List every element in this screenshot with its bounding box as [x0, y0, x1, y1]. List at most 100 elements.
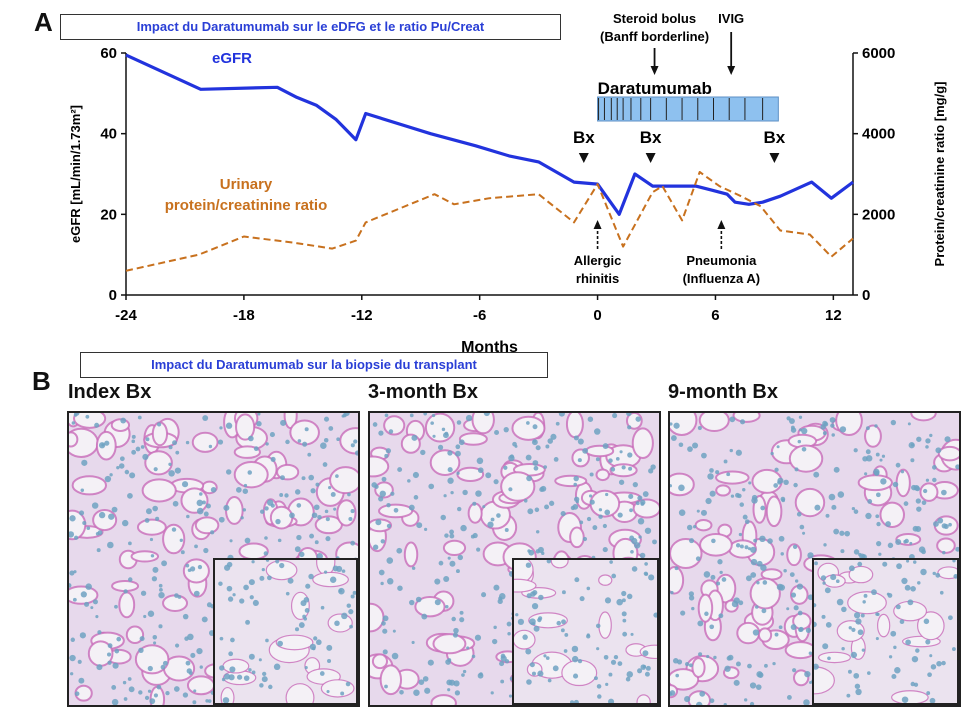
- nucleus: [526, 593, 532, 599]
- nucleus: [865, 426, 870, 431]
- nucleus: [527, 508, 534, 515]
- nucleus: [193, 590, 200, 597]
- nucleus: [320, 442, 327, 449]
- nucleus: [881, 454, 886, 458]
- nucleus: [248, 653, 255, 660]
- capillary-loop: [514, 578, 537, 593]
- capillary-loop: [92, 508, 118, 532]
- nucleus: [392, 629, 396, 633]
- nucleus: [910, 443, 915, 447]
- nucleus: [602, 443, 609, 449]
- nucleus: [114, 604, 118, 609]
- event-arrowhead: [727, 66, 736, 75]
- nucleus: [822, 431, 827, 436]
- nucleus: [579, 596, 585, 602]
- nucleus: [156, 684, 162, 690]
- event-label: IVIG: [718, 11, 744, 26]
- nucleus: [823, 421, 829, 427]
- nucleus: [343, 413, 350, 417]
- nucleus: [385, 448, 392, 454]
- nucleus: [243, 483, 248, 488]
- nucleus: [675, 673, 680, 678]
- nucleus: [617, 512, 623, 518]
- nucleus: [841, 646, 845, 651]
- nucleus: [350, 509, 355, 514]
- nucleus: [602, 546, 608, 553]
- nucleus: [605, 492, 609, 497]
- nucleus: [797, 439, 802, 444]
- nucleus: [471, 654, 476, 659]
- nucleus: [223, 504, 230, 511]
- nucleus: [670, 435, 677, 441]
- biopsy-label: Bx: [640, 128, 662, 147]
- nucleus: [867, 499, 873, 504]
- nucleus: [638, 535, 642, 539]
- nucleus: [925, 478, 930, 482]
- nucleus: [673, 422, 680, 429]
- nucleus: [508, 487, 513, 492]
- nucleus: [280, 419, 287, 426]
- nucleus: [458, 439, 465, 446]
- nucleus: [873, 468, 880, 476]
- nucleus: [805, 627, 812, 633]
- nucleus: [203, 547, 209, 554]
- nucleus: [261, 567, 265, 572]
- nucleus: [895, 462, 901, 468]
- nucleus: [937, 517, 944, 524]
- nucleus: [311, 512, 318, 519]
- nucleus: [161, 560, 168, 567]
- nucleus: [95, 615, 99, 619]
- nucleus: [341, 569, 346, 573]
- nucleus: [350, 540, 356, 546]
- nucleus: [310, 488, 316, 494]
- nucleus: [461, 673, 465, 677]
- nucleus: [387, 578, 394, 585]
- nucleus: [466, 646, 470, 650]
- nucleus: [688, 591, 694, 597]
- nucleus: [935, 447, 942, 454]
- nucleus: [483, 413, 490, 417]
- nucleus: [545, 444, 550, 449]
- nucleus: [326, 689, 330, 694]
- nucleus: [199, 492, 203, 496]
- nucleus: [243, 675, 250, 681]
- capillary-loop: [233, 460, 269, 489]
- nucleus: [205, 699, 209, 703]
- nucleus: [172, 500, 179, 507]
- nucleus: [196, 499, 203, 507]
- capillary-loop: [836, 620, 865, 642]
- capillary-loop: [182, 558, 210, 584]
- nucleus: [388, 429, 394, 434]
- nucleus: [621, 598, 626, 603]
- capillary-loop: [699, 533, 733, 557]
- nucleus: [895, 538, 902, 545]
- nucleus: [168, 462, 172, 466]
- nucleus: [449, 560, 456, 567]
- nucleus: [120, 417, 127, 424]
- capillary-loop: [554, 474, 588, 488]
- nucleus: [721, 577, 727, 582]
- capillary-loop: [225, 496, 244, 525]
- nucleus: [529, 618, 536, 625]
- capillary-loop: [786, 543, 802, 567]
- nucleus: [857, 629, 864, 636]
- nucleus: [206, 602, 212, 608]
- nucleus: [563, 649, 568, 653]
- nucleus: [455, 569, 460, 574]
- nucleus: [499, 661, 505, 667]
- nucleus: [201, 616, 208, 623]
- nucleus: [573, 435, 579, 441]
- nucleus: [610, 467, 616, 472]
- nucleus: [573, 475, 579, 482]
- nucleus: [853, 549, 860, 555]
- nucleus: [611, 573, 617, 579]
- nucleus: [876, 540, 882, 547]
- nucleus: [839, 530, 845, 536]
- nucleus: [104, 475, 112, 483]
- nucleus: [303, 616, 308, 621]
- nucleus: [525, 648, 532, 655]
- nucleus: [128, 686, 135, 693]
- nucleus: [887, 593, 893, 598]
- nucleus: [709, 468, 714, 473]
- nucleus: [923, 488, 928, 494]
